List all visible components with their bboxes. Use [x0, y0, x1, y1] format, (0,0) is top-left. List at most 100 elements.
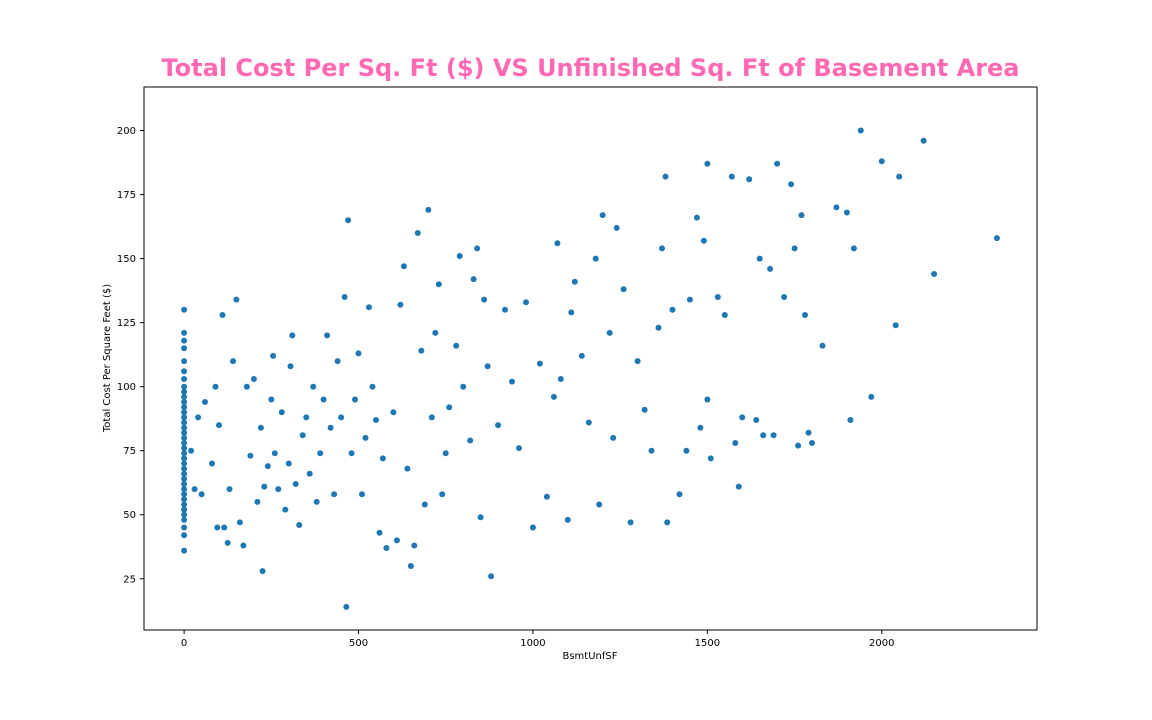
data-point	[198, 491, 205, 498]
data-point	[275, 486, 282, 493]
data-point	[847, 417, 854, 423]
data-point	[376, 529, 383, 536]
data-point	[421, 501, 428, 508]
data-point	[219, 312, 226, 318]
data-point	[181, 424, 188, 431]
data-point	[606, 329, 613, 336]
data-point	[188, 447, 195, 454]
data-point	[257, 424, 264, 431]
y-axis: 25 50 75 100 125 150 175 200	[117, 126, 144, 585]
data-point	[261, 483, 268, 490]
data-point	[230, 358, 236, 365]
data-point	[878, 158, 885, 165]
data-point	[181, 409, 188, 416]
data-point	[578, 352, 585, 359]
x-tick-label: 500	[349, 638, 368, 649]
data-point	[596, 501, 603, 508]
data-point	[819, 342, 826, 349]
data-point	[931, 271, 938, 277]
data-point	[435, 281, 442, 288]
data-point	[181, 358, 188, 365]
data-point	[760, 432, 767, 439]
data-point	[610, 434, 617, 441]
data-point	[488, 573, 495, 580]
y-tick-label: 125	[117, 318, 136, 329]
data-point	[341, 294, 348, 300]
data-point	[664, 519, 671, 526]
y-tick-label: 150	[117, 254, 136, 265]
data-point	[662, 173, 669, 180]
data-point	[289, 332, 296, 339]
data-point	[767, 265, 774, 272]
data-point	[707, 455, 714, 462]
data-point	[798, 212, 805, 219]
data-point	[317, 450, 324, 457]
data-point	[362, 434, 369, 441]
data-point	[641, 406, 648, 413]
data-point	[728, 173, 735, 180]
data-point	[181, 306, 188, 313]
data-point	[287, 363, 294, 370]
data-point	[613, 224, 620, 231]
x-tick-label: 1000	[520, 638, 545, 649]
data-point	[428, 414, 435, 421]
data-point	[414, 230, 421, 236]
data-point	[467, 437, 474, 444]
data-point	[683, 447, 690, 454]
data-point	[481, 296, 488, 303]
data-point	[732, 440, 739, 446]
data-point	[892, 322, 899, 329]
data-point	[181, 496, 188, 503]
data-point	[418, 347, 425, 354]
data-point	[324, 332, 331, 339]
data-point	[550, 393, 557, 400]
data-point	[181, 481, 188, 487]
data-point	[502, 306, 508, 313]
data-point	[529, 524, 536, 531]
y-tick-label: 50	[123, 510, 136, 521]
data-point	[704, 160, 711, 167]
data-point	[181, 399, 188, 405]
data-point	[774, 160, 781, 167]
data-point	[292, 481, 299, 487]
data-point	[181, 414, 188, 421]
x-axis-label: BsmtUnfSF	[562, 651, 617, 662]
data-point	[216, 422, 222, 429]
data-point	[181, 376, 188, 382]
data-point	[407, 563, 414, 569]
data-point	[243, 383, 250, 390]
data-point	[564, 516, 571, 523]
data-point	[536, 360, 543, 367]
data-point	[181, 329, 188, 336]
y-tick-label: 25	[123, 574, 136, 585]
data-point	[338, 414, 345, 421]
data-point	[181, 506, 188, 513]
data-point	[320, 396, 327, 403]
x-tick-label: 2000	[869, 638, 894, 649]
data-point	[850, 245, 857, 252]
data-point	[802, 312, 808, 318]
data-point	[209, 460, 215, 467]
data-point	[285, 460, 292, 467]
data-point	[781, 294, 788, 300]
data-point	[568, 309, 575, 316]
data-point	[191, 486, 198, 493]
data-point	[359, 491, 365, 498]
data-point	[202, 399, 208, 405]
y-tick-label: 75	[123, 446, 136, 457]
data-point	[397, 301, 404, 308]
data-point	[181, 486, 188, 493]
data-point	[857, 127, 864, 134]
data-point	[379, 455, 386, 462]
data-point	[756, 255, 763, 262]
data-point	[655, 324, 662, 331]
data-point	[805, 429, 812, 436]
data-point	[181, 337, 188, 344]
data-point	[306, 470, 313, 477]
data-point	[240, 542, 247, 549]
data-point	[181, 511, 188, 518]
data-point	[648, 447, 655, 454]
data-point	[181, 450, 188, 457]
data-point	[390, 409, 397, 416]
data-point	[226, 486, 233, 493]
